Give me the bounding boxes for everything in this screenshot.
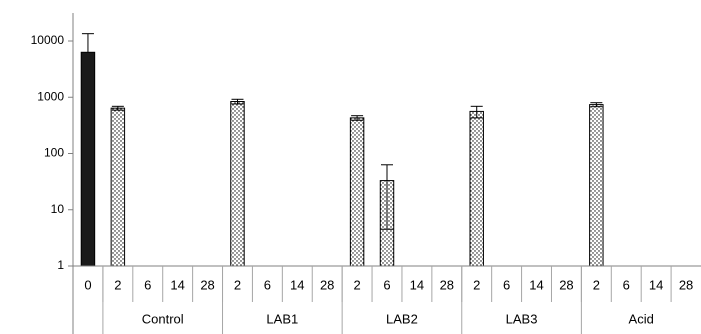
x-tick-label: 6 — [503, 277, 510, 292]
group-label: LAB2 — [386, 311, 418, 326]
x-tick-label: 14 — [649, 277, 663, 292]
bar — [349, 117, 365, 267]
x-tick-label: 2 — [353, 277, 360, 292]
x-tick-label: 14 — [290, 277, 304, 292]
x-tick-label: 6 — [264, 277, 271, 292]
x-tick-label: 2 — [593, 277, 600, 292]
y-tick-label: 1 — [57, 258, 64, 272]
bar — [80, 51, 96, 267]
x-tick-label: 14 — [170, 277, 184, 292]
y-tick-label: 1000 — [37, 89, 64, 103]
x-tick-label: 2 — [234, 277, 241, 292]
x-tick-label: 28 — [320, 277, 334, 292]
x-tick-label: 14 — [410, 277, 424, 292]
x-tick-label: 6 — [383, 277, 390, 292]
y-tick-label: 10000 — [31, 33, 65, 47]
y-tick-label: 100 — [44, 146, 64, 160]
group-label: Acid — [629, 311, 654, 326]
y-tick-label: 10 — [51, 202, 65, 216]
y-axis: 1 10 100 1000 10000 — [31, 13, 74, 334]
x-tick-label: 6 — [144, 277, 151, 292]
group-label: LAB3 — [506, 311, 538, 326]
group-label: LAB1 — [266, 311, 298, 326]
group-label: Control — [142, 311, 184, 326]
x-tick-label: 28 — [440, 277, 454, 292]
bars — [80, 33, 604, 267]
x-tick-label: 6 — [623, 277, 630, 292]
x-axis: 0 2 6 14 28 2 6 14 28 2 6 14 28 2 6 14 28 2 6 14 28 Control LA… — [73, 265, 701, 334]
bar — [110, 107, 126, 267]
x-tick-label: 0 — [84, 277, 91, 292]
bar — [230, 101, 245, 267]
x-tick-label: 14 — [529, 277, 543, 292]
x-tick-label: 28 — [559, 277, 573, 292]
x-tick-label: 2 — [114, 277, 121, 292]
x-tick-label: 28 — [200, 277, 214, 292]
x-tick-label: 2 — [473, 277, 480, 292]
bar — [469, 110, 484, 267]
bar — [589, 104, 604, 267]
x-tick-label: 28 — [679, 277, 693, 292]
